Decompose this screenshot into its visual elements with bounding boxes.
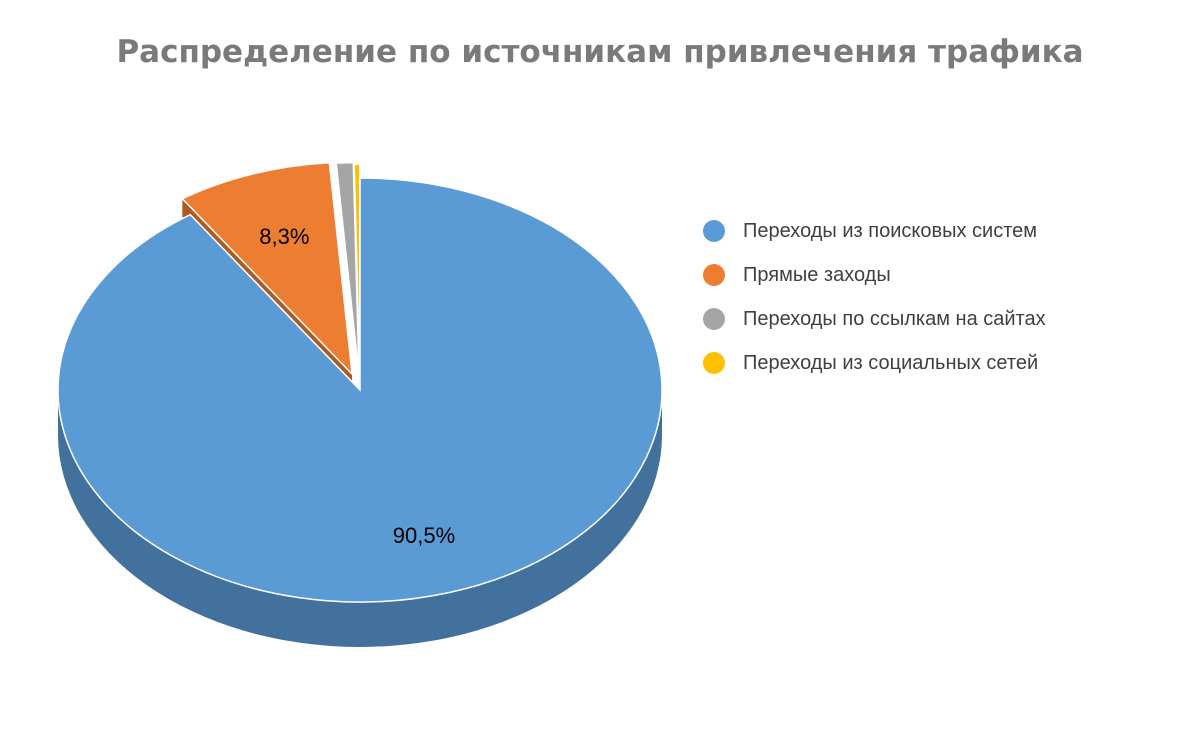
legend-label: Переходы из социальных сетей [743,351,1039,374]
legend-label: Переходы по ссылкам на сайтах [743,307,1046,330]
legend-label: Прямые заходы [743,263,891,286]
pie-data-label: 90,5% [393,523,455,548]
legend-swatch [703,352,725,374]
legend-label: Переходы из поисковых систем [743,219,1038,242]
legend-item: Переходы из поисковых систем [703,209,1046,253]
pie-slice [353,163,361,376]
pie-slice [181,161,354,377]
legend-item: Переходы по ссылкам на сайтах [703,297,1046,341]
legend-swatch [703,220,725,242]
pie-data-label: 8,3% [259,224,309,249]
legend-swatch [703,264,725,286]
legend: Переходы из поисковых систем Прямые захо… [703,209,1046,385]
legend-item: Прямые заходы [703,253,1046,297]
chart-title: Распределение по источникам привлечения … [116,34,1084,70]
legend-item: Переходы из социальных сетей [703,341,1046,385]
pie-slice-side-wall [58,390,662,647]
pie-slice [335,161,360,375]
legend-swatch [703,308,725,330]
pie-slice [57,177,663,603]
pie-slice-side [58,390,662,647]
